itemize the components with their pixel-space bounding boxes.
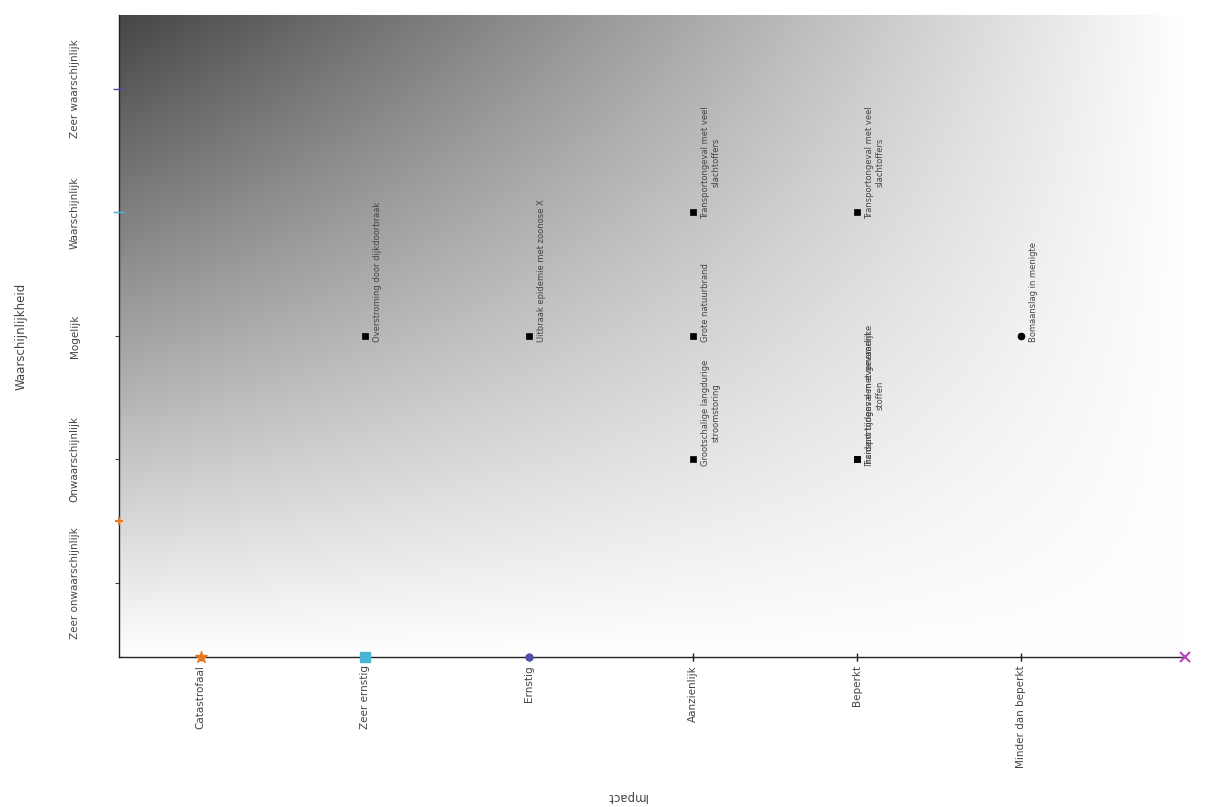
Text: Grote natuurbrand: Grote natuurbrand — [701, 263, 710, 342]
Text: Grootschalige langdurige
stroomstoring: Grootschalige langdurige stroomstoring — [701, 359, 721, 466]
Text: Transportongeval met veel
slachtoffers: Transportongeval met veel slachtoffers — [701, 106, 721, 219]
Y-axis label: Waarschijnlijkheid: Waarschijnlijkheid — [14, 282, 28, 390]
Text: Transportongeval met gevaarlijke
stoffen: Transportongeval met gevaarlijke stoffen — [865, 324, 884, 466]
Text: Uitbraak epidemie met zoonose X: Uitbraak epidemie met zoonose X — [537, 199, 546, 342]
Text: Overstroming door dijkdoorbraak: Overstroming door dijkdoorbraak — [372, 202, 382, 342]
Text: Transportongeval met veel
slachtoffers: Transportongeval met veel slachtoffers — [865, 106, 884, 219]
Text: Incident tijdens een evenement: Incident tijdens een evenement — [865, 331, 874, 466]
Text: Impact: Impact — [606, 790, 647, 803]
Text: Bomaanslag in menigte: Bomaanslag in menigte — [1029, 242, 1039, 342]
